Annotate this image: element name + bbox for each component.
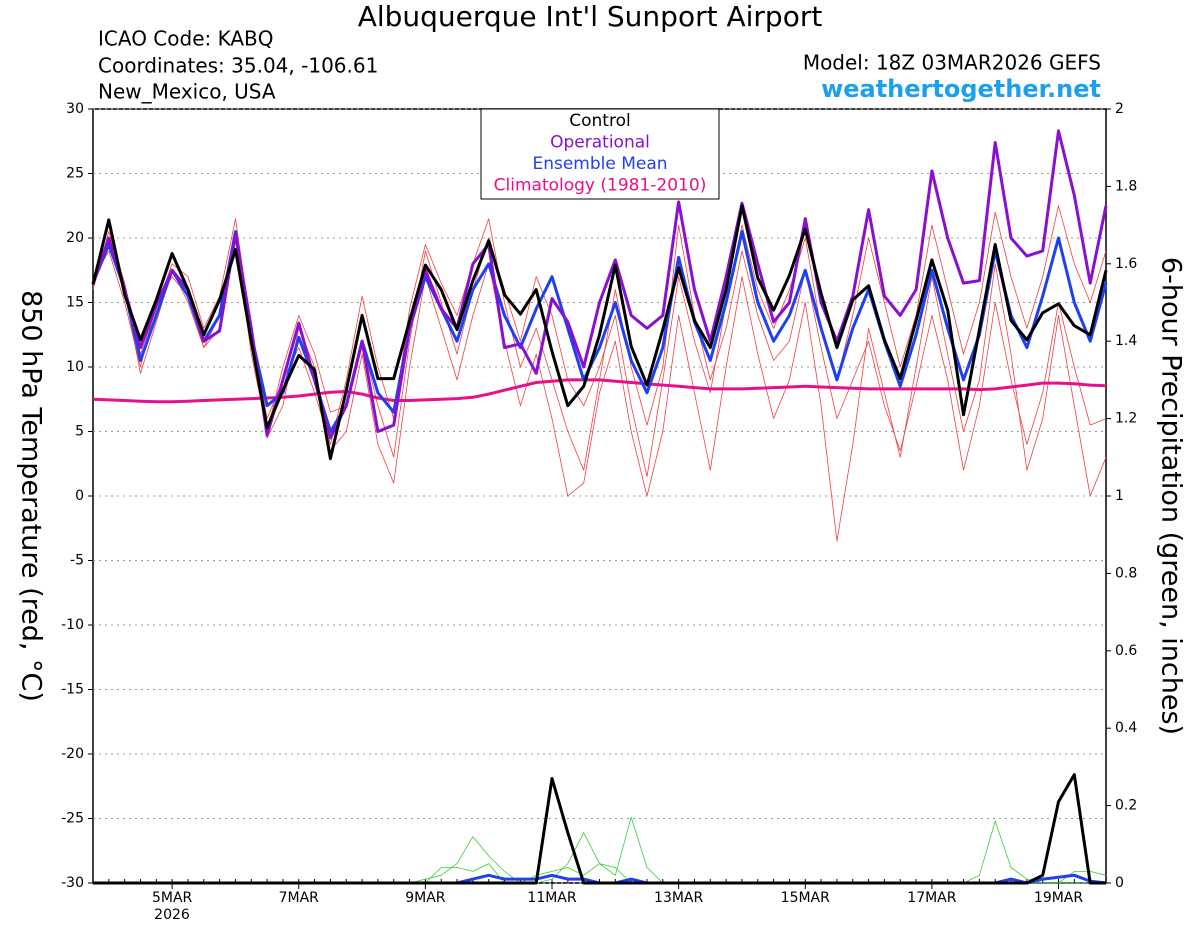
y-tick-label: 10 xyxy=(66,359,84,375)
y-tick-label: 20 xyxy=(66,230,84,246)
y-tick-label: -25 xyxy=(61,811,84,827)
series-line xyxy=(91,204,1108,461)
x-tick-label: 11MAR xyxy=(527,890,576,906)
model-info: Model: 18Z 03MAR2026 GEFS xyxy=(803,51,1101,75)
x-tick-label: 19MAR xyxy=(1034,890,1083,906)
legend-box xyxy=(480,108,720,200)
x-tick-label: 9MAR xyxy=(405,890,446,906)
y-axis-label: 850 hPa Temperature (red, °C) xyxy=(16,290,47,702)
legend-label: Ensemble Mean xyxy=(532,154,667,174)
y2-tick-label: 1.8 xyxy=(1115,178,1137,194)
y2-tick-label: 1.6 xyxy=(1115,256,1137,272)
y2-tick-label: 1.2 xyxy=(1115,411,1137,427)
y2-tick-label: 0.6 xyxy=(1115,643,1137,659)
y-tick-label: -15 xyxy=(61,682,84,698)
y-tick-label: 25 xyxy=(66,166,84,182)
location: New_Mexico, USA xyxy=(98,80,276,104)
y-tick-label: 0 xyxy=(75,488,84,504)
y-tick-label: -10 xyxy=(61,617,84,633)
x-tick-label: 7MAR xyxy=(279,890,320,906)
y2-tick-label: 1.4 xyxy=(1115,333,1137,349)
y-tick-label: 5 xyxy=(75,424,84,440)
coordinates: Coordinates: 35.04, -106.61 xyxy=(98,54,378,78)
legend-label: Control xyxy=(569,111,630,131)
y-tick-label: 15 xyxy=(66,295,84,311)
y-tick-label: -30 xyxy=(61,875,84,891)
source-site: weathertogether.net xyxy=(821,75,1101,103)
legend-label: Operational xyxy=(550,133,650,153)
y2-tick-label: 0.8 xyxy=(1115,565,1137,581)
x-tick-label: 5MAR xyxy=(152,890,193,906)
y2-axis-label: 6-hour Precipitation (green, inches) xyxy=(1156,257,1187,735)
y-tick-label: 30 xyxy=(66,101,84,117)
series-line xyxy=(91,230,1108,433)
x-tick-label: 17MAR xyxy=(907,890,956,906)
chart-title: Albuquerque Int'l Sunport Airport xyxy=(358,0,823,33)
y-tick-label: -20 xyxy=(61,746,84,762)
x-tick-label: 13MAR xyxy=(654,890,703,906)
y2-tick-label: 2 xyxy=(1115,101,1124,117)
y2-tick-label: 1 xyxy=(1115,488,1124,504)
y2-tick-label: 0 xyxy=(1115,875,1124,891)
year-label: 2026 xyxy=(154,907,190,923)
y2-tick-label: 0.2 xyxy=(1115,798,1137,814)
legend-label: Climatology (1981-2010) xyxy=(494,176,707,196)
icao-code: ICAO Code: KABQ xyxy=(98,27,274,51)
y-tick-label: -5 xyxy=(70,553,84,569)
precip-control-line xyxy=(93,773,1106,885)
y2-tick-label: 0.4 xyxy=(1115,720,1137,736)
x-tick-label: 15MAR xyxy=(781,890,830,906)
